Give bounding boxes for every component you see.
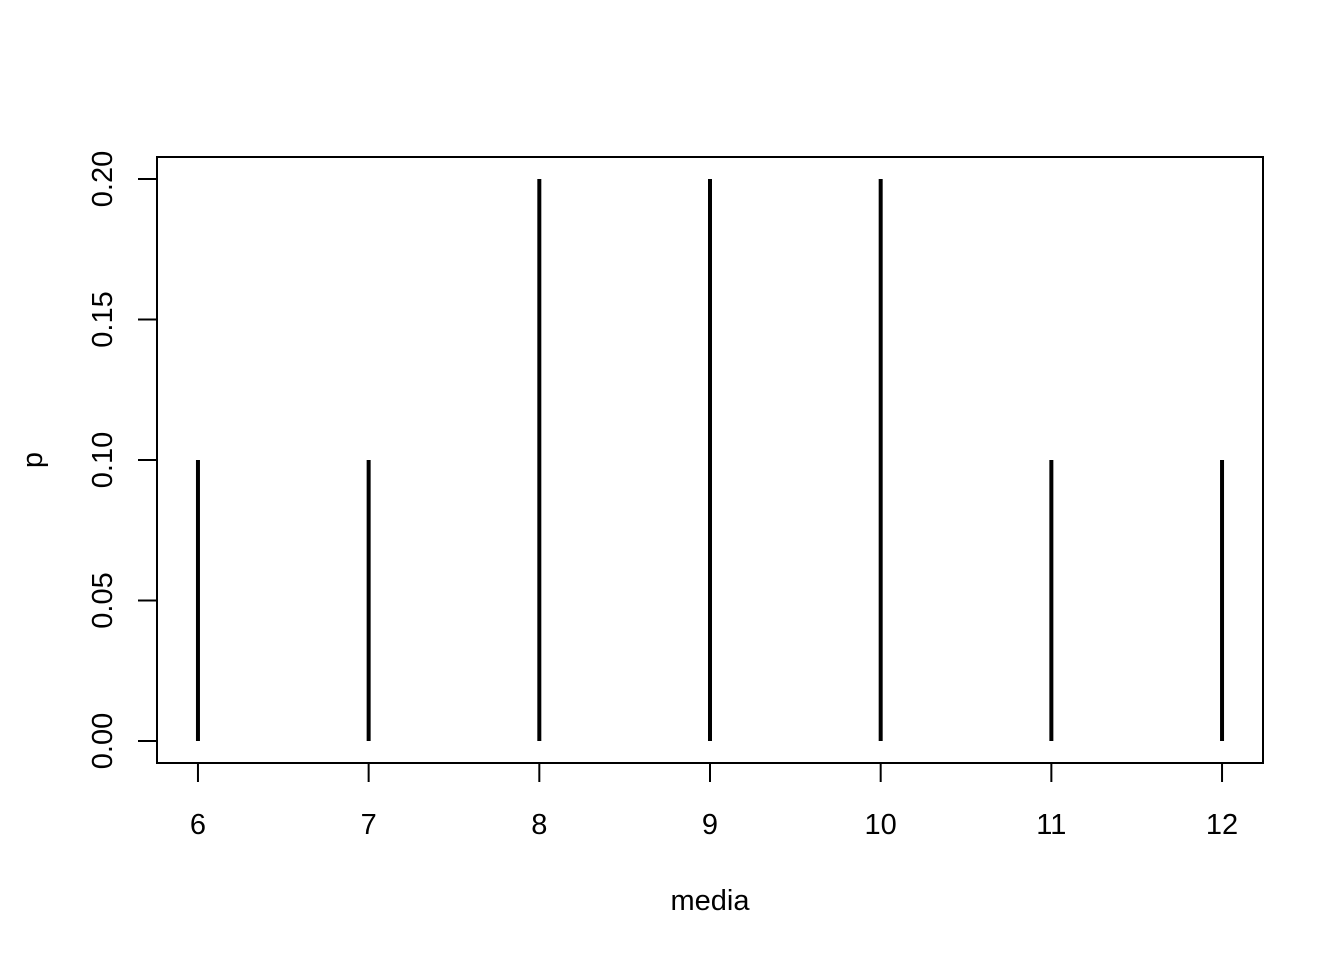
y-axis-title: p (17, 452, 49, 468)
x-tick-label: 11 (1036, 809, 1066, 841)
y-tick-label: 0.15 (87, 291, 119, 347)
x-tick-label: 10 (865, 809, 897, 841)
x-tick-label: 6 (190, 809, 206, 841)
y-axis: 0.00 0.05 0.10 0.15 0.20 (87, 151, 157, 769)
y-tick-label: 0.00 (87, 713, 119, 769)
y-tick-label: 0.05 (87, 572, 119, 628)
y-tick-label: 0.10 (87, 432, 119, 488)
spike-series (195, 179, 1225, 741)
x-axis-title: media (671, 885, 751, 917)
x-tick-label: 12 (1206, 809, 1238, 841)
x-tick-label: 7 (361, 809, 377, 841)
x-axis: 6 7 8 9 10 11 12 (190, 763, 1238, 841)
x-tick-label: 8 (531, 809, 547, 841)
x-tick-label: 9 (702, 809, 718, 841)
y-tick-label: 0.20 (87, 151, 119, 207)
